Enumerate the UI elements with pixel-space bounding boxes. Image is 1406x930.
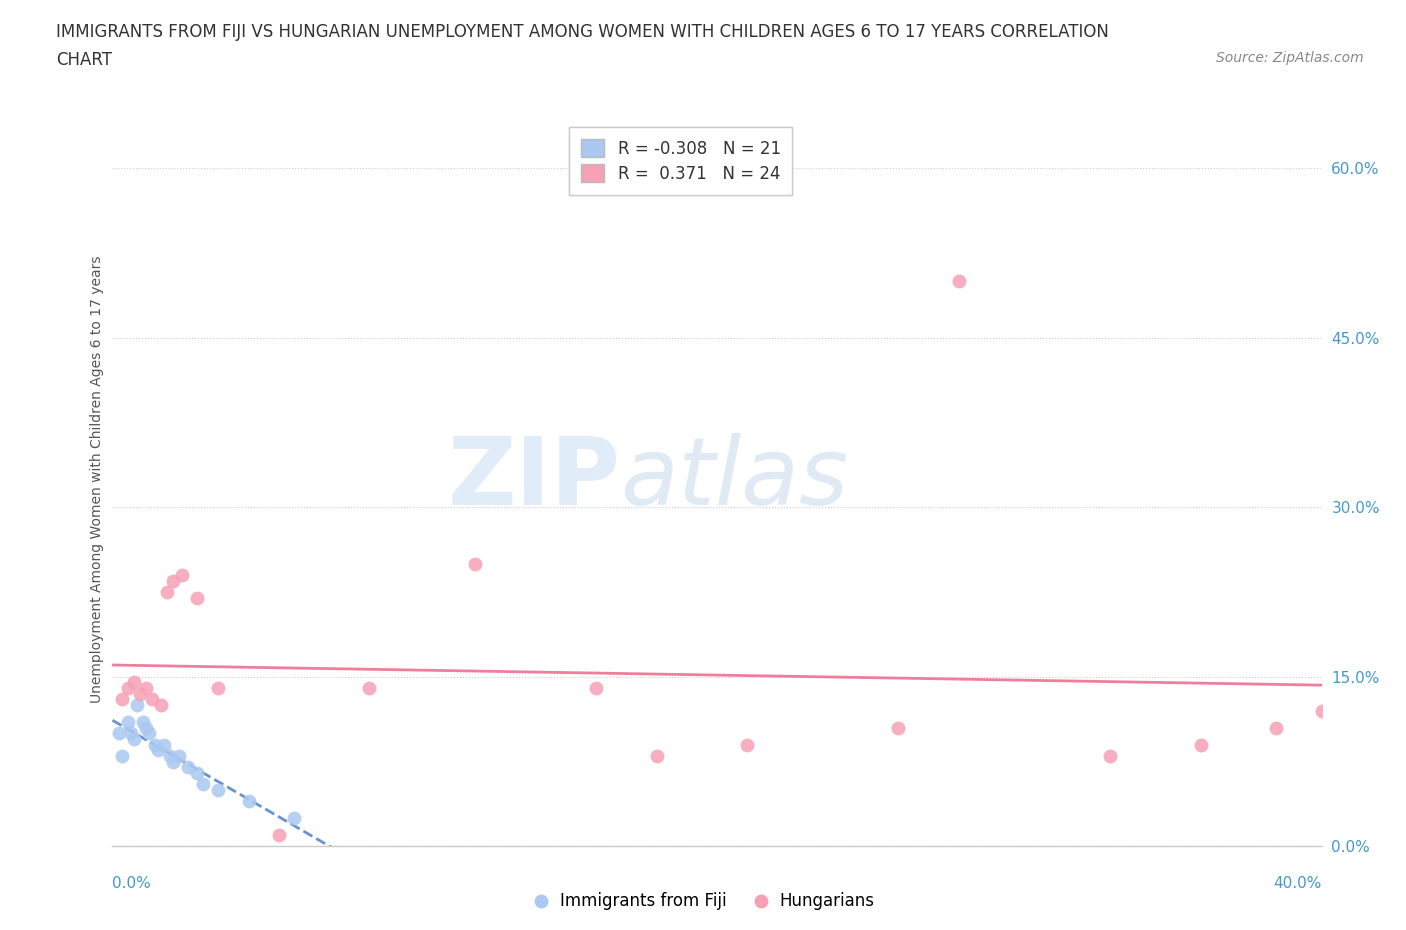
Text: IMMIGRANTS FROM FIJI VS HUNGARIAN UNEMPLOYMENT AMONG WOMEN WITH CHILDREN AGES 6 : IMMIGRANTS FROM FIJI VS HUNGARIAN UNEMPL…	[56, 23, 1109, 41]
Point	[887, 720, 910, 735]
Point	[141, 692, 163, 707]
Point	[117, 714, 139, 729]
Text: atlas: atlas	[620, 433, 849, 525]
Point	[110, 692, 132, 707]
Point	[585, 681, 607, 696]
Point	[1310, 703, 1333, 718]
Point	[1099, 749, 1122, 764]
Text: CHART: CHART	[56, 51, 112, 69]
Point	[737, 737, 759, 752]
Point	[146, 743, 169, 758]
Point	[122, 732, 145, 747]
Point	[162, 573, 184, 588]
Point	[186, 591, 208, 605]
Point	[122, 675, 145, 690]
Point	[135, 681, 157, 696]
Point	[191, 777, 215, 791]
Point	[1265, 720, 1288, 735]
Point	[132, 714, 155, 729]
Point	[135, 720, 157, 735]
Point	[156, 585, 179, 600]
Point	[138, 725, 160, 740]
Point	[464, 556, 486, 571]
Point	[120, 725, 142, 740]
Legend: Immigrants from Fiji, Hungarians: Immigrants from Fiji, Hungarians	[524, 885, 882, 917]
Point	[207, 681, 229, 696]
Point	[128, 686, 150, 701]
Point	[162, 754, 184, 769]
Point	[267, 828, 290, 843]
Point	[1189, 737, 1212, 752]
Point	[207, 782, 229, 797]
Legend: R = -0.308   N = 21, R =  0.371   N = 24: R = -0.308 N = 21, R = 0.371 N = 24	[569, 127, 793, 194]
Point	[149, 698, 172, 712]
Text: Source: ZipAtlas.com: Source: ZipAtlas.com	[1216, 51, 1364, 65]
Point	[177, 760, 200, 775]
Point	[107, 725, 129, 740]
Text: 40.0%: 40.0%	[1274, 876, 1322, 891]
Text: ZIP: ZIP	[447, 433, 620, 525]
Point	[948, 273, 970, 288]
Point	[645, 749, 668, 764]
Text: 0.0%: 0.0%	[112, 876, 152, 891]
Point	[110, 749, 132, 764]
Point	[117, 681, 139, 696]
Point	[143, 737, 166, 752]
Point	[159, 749, 181, 764]
Point	[359, 681, 381, 696]
Point	[153, 737, 176, 752]
Point	[186, 765, 208, 780]
Point	[170, 567, 193, 582]
Y-axis label: Unemployment Among Women with Children Ages 6 to 17 years: Unemployment Among Women with Children A…	[90, 255, 104, 703]
Point	[238, 793, 260, 808]
Point	[167, 749, 190, 764]
Point	[125, 698, 148, 712]
Point	[283, 811, 305, 826]
